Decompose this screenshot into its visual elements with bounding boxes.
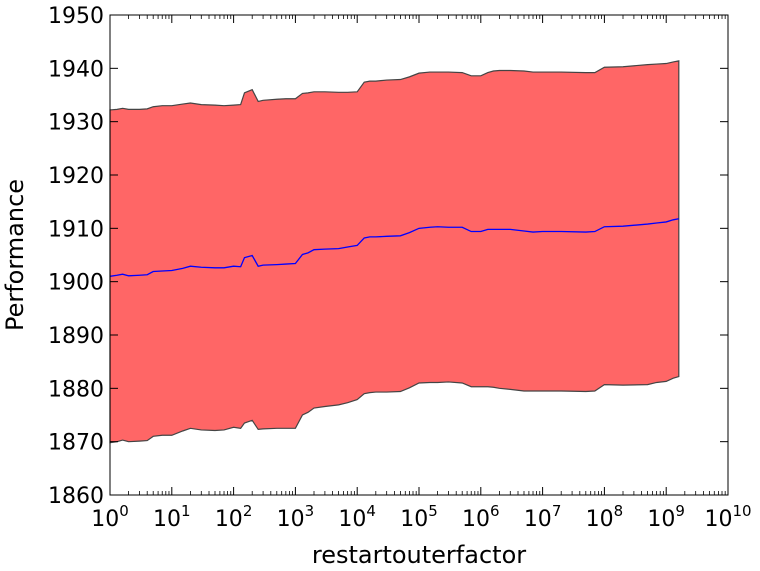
x-tick-label: 101 [153, 502, 191, 532]
y-tick-label: 1890 [48, 324, 104, 349]
y-tick-label: 1860 [48, 484, 104, 509]
y-tick-label: 1900 [48, 271, 104, 296]
x-tick-label: 109 [647, 502, 685, 532]
x-tick-label: 106 [462, 502, 500, 532]
y-tick-label: 1950 [48, 4, 104, 29]
y-tick-label: 1930 [48, 111, 104, 136]
y-axis-label: Performance [1, 179, 29, 331]
x-tick-label: 105 [400, 502, 438, 532]
y-tick-label: 1910 [48, 217, 104, 242]
y-tick-label: 1870 [48, 431, 104, 456]
y-tick-label: 1940 [48, 57, 104, 82]
mean-line [109, 218, 679, 277]
x-tick-label: 100 [91, 502, 129, 532]
x-axis-label: restartouterfactor [312, 541, 526, 569]
x-tick-label: 104 [338, 502, 376, 532]
x-tick-label: 107 [524, 502, 562, 532]
axis-ticks [109, 14, 729, 496]
std-band [109, 60, 680, 444]
y-tick-label: 1880 [48, 377, 104, 402]
y-tick-label: 1920 [48, 164, 104, 189]
tick-labels: 100 101 102 103 104 105 106 107 108 109 1010 1860 18… [48, 4, 752, 532]
x-tick-label: 1010 [704, 502, 751, 532]
plot-area [109, 60, 680, 444]
x-tick-label: 102 [215, 502, 253, 532]
x-tick-label: 108 [586, 502, 624, 532]
x-tick-label: 103 [277, 502, 315, 532]
